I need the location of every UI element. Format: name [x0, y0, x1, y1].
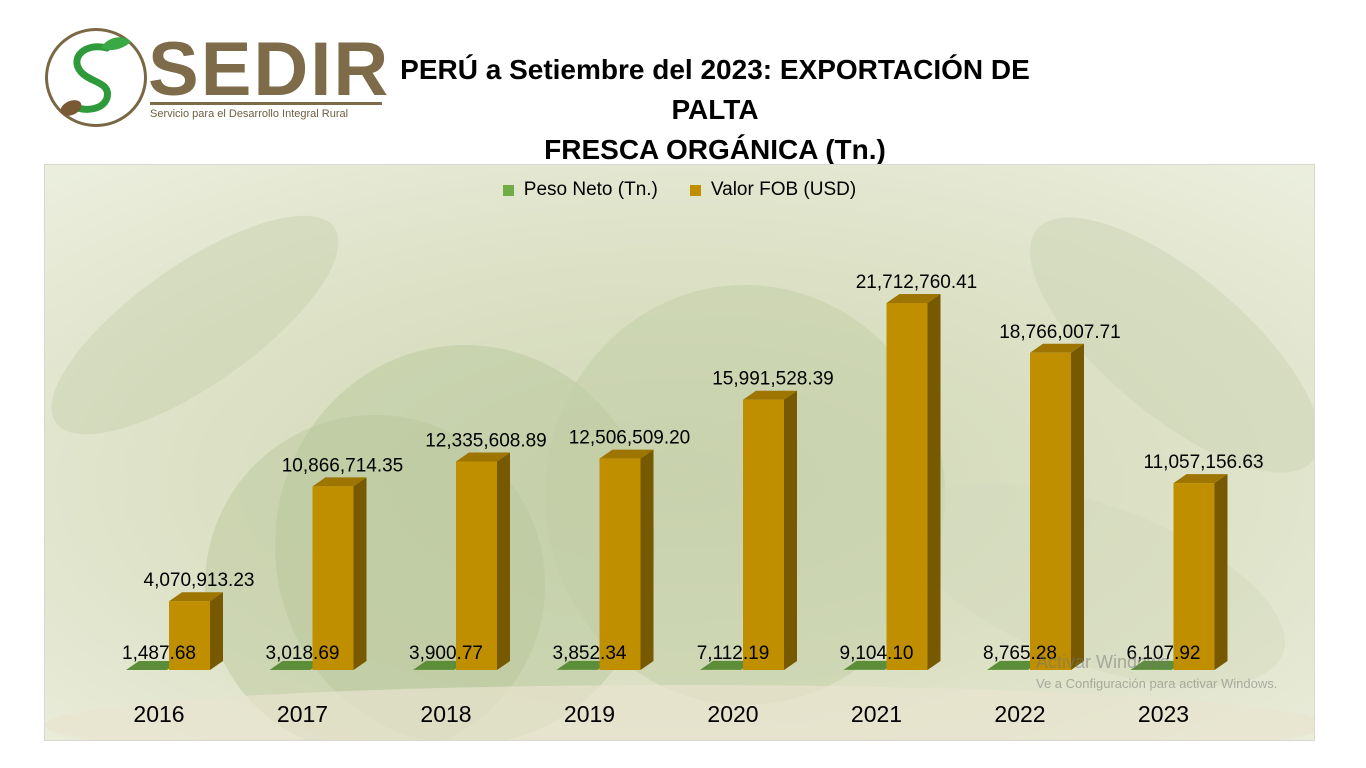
data-label-valor-2020: 15,991,528.39	[712, 369, 834, 390]
category-label-2020: 2020	[707, 701, 758, 727]
logo-divider	[150, 102, 382, 105]
bar-valor-2020	[743, 390, 797, 670]
legend-item-peso: Peso Neto (Tn.)	[502, 179, 658, 201]
category-label-2017: 2017	[277, 701, 328, 727]
watermark-line-1: Activar Windows	[1036, 652, 1170, 672]
logo-subtitle: Servicio para el Desarrollo Integral Rur…	[150, 108, 349, 120]
data-label-valor-2022: 18,766,007.71	[999, 322, 1121, 343]
data-label-peso-2023: 6,107.92	[1127, 643, 1201, 664]
bar-valor-2021	[886, 294, 941, 670]
labels-layer: 1,487.68 4,070,913.23 3,018.69 10,866,714.3…	[122, 272, 1264, 664]
chart-title-line-2: FRESCA ORGÁNICA (Tn.)	[544, 134, 886, 165]
sprout-icon	[60, 37, 131, 116]
data-label-peso-2021: 9,104.10	[840, 643, 914, 664]
data-label-valor-2023: 11,057,156.63	[1143, 452, 1263, 473]
data-label-valor-2018: 12,335,608.89	[425, 430, 547, 451]
legend-swatch-valor	[689, 184, 701, 196]
category-label-2018: 2018	[420, 701, 471, 727]
data-label-peso-2022: 8,765.28	[983, 643, 1057, 664]
data-label-valor-2016: 4,070,913.23	[144, 570, 255, 591]
legend-item-valor: Valor FOB (USD)	[689, 179, 857, 201]
data-label-peso-2018: 3,900.77	[409, 643, 483, 664]
data-label-valor-2021: 21,712,760.41	[856, 272, 978, 293]
bar-valor-2017	[312, 477, 367, 670]
chart-svg: 1,487.68 4,070,913.23 3,018.69 10,866,714.3…	[45, 165, 1314, 740]
chart-title-line-1: PERÚ a Setiembre del 2023: EXPORTACIÓN D…	[400, 54, 1030, 125]
bar-valor-2016	[169, 592, 223, 670]
category-label-2021: 2021	[851, 701, 902, 727]
data-label-peso-2019: 3,852.34	[553, 643, 627, 664]
category-axis: 2016 2017 2018 2019 2020 2021 2022 2023	[133, 701, 1189, 727]
bar-valor-2022	[1030, 343, 1084, 670]
data-label-valor-2019: 12,506,509.20	[569, 428, 691, 449]
logo-wordmark: SEDIR	[148, 27, 391, 112]
bar-valor-2018	[456, 452, 510, 670]
data-label-valor-2017: 10,866,714.35	[282, 455, 404, 476]
chart-legend: Peso Neto (Tn.) Valor FOB (USD)	[45, 179, 1314, 201]
data-label-peso-2016: 1,487.68	[122, 643, 196, 664]
windows-activation-watermark: Activar Windows Ve a Configuración para …	[1036, 652, 1277, 691]
bars-layer	[126, 294, 1228, 670]
chart-area: 1,487.68 4,070,913.23 3,018.69 10,866,714.3…	[44, 164, 1315, 741]
category-label-2019: 2019	[564, 701, 615, 727]
data-label-peso-2017: 3,018.69	[266, 643, 340, 664]
bar-valor-2023	[1173, 474, 1228, 670]
legend-label-valor: Valor FOB (USD)	[710, 179, 857, 200]
sedir-logo: SEDIR Servicio para el Desarrollo Integr…	[42, 24, 391, 128]
legend-swatch-peso	[502, 184, 514, 196]
category-label-2022: 2022	[994, 701, 1045, 727]
category-label-2023: 2023	[1138, 701, 1189, 727]
watermark-line-2: Ve a Configuración para activar Windows.	[1036, 676, 1278, 691]
chart-title: PERÚ a Setiembre del 2023: EXPORTACIÓN D…	[400, 50, 1030, 170]
legend-label-peso: Peso Neto (Tn.)	[523, 179, 658, 200]
data-label-peso-2020: 7,112.19	[697, 643, 770, 664]
bar-valor-2019	[599, 449, 654, 670]
category-label-2016: 2016	[133, 701, 184, 727]
